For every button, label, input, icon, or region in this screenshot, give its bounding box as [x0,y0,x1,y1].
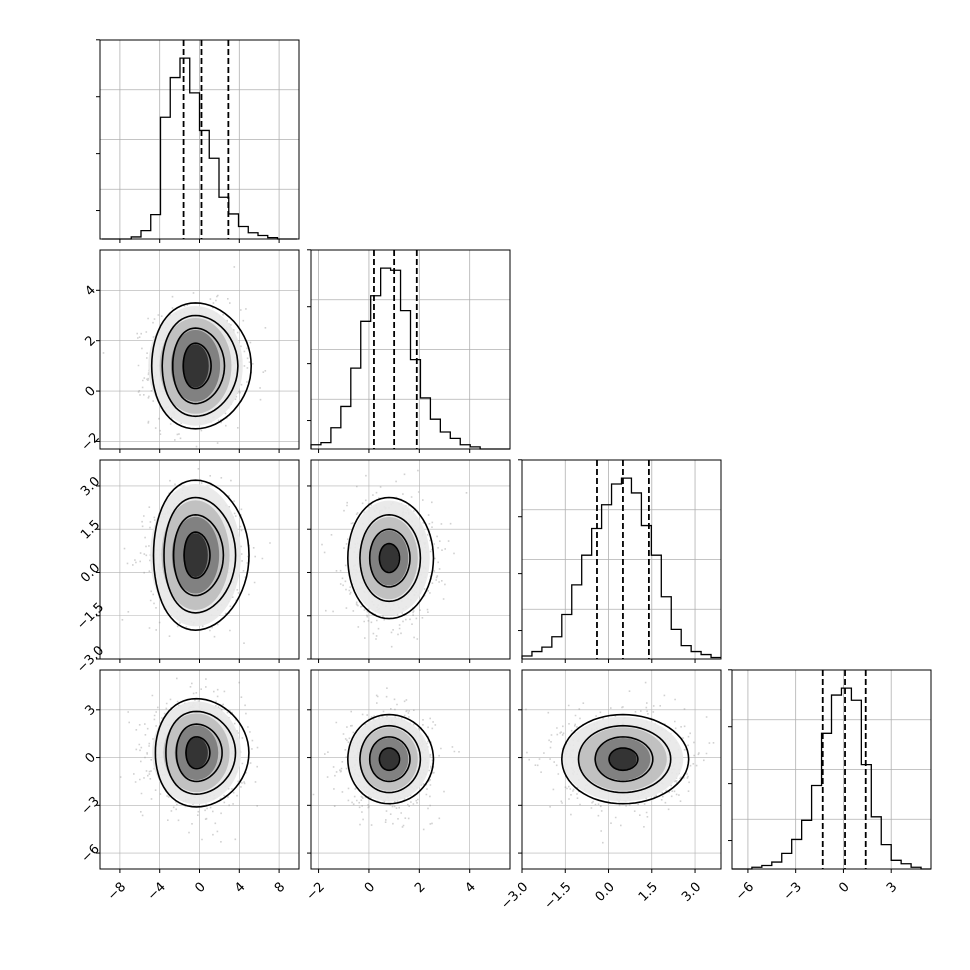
density-fill [185,737,208,768]
contour-line [368,736,411,783]
diagonal-panel-2 [307,249,511,453]
y-tick-label-p2: 0 [83,384,99,400]
histogram-4 [732,687,931,870]
contour-line [185,736,211,770]
joint-panel-4-1 [96,669,300,873]
x-tick-label-p2: 4 [462,880,478,896]
contour-line [594,736,654,783]
contour-line [577,724,672,794]
panel-frame [99,39,300,240]
y-tick-label-p4: −6 [79,842,103,866]
contour-line [359,513,422,603]
scatter-cloud [119,677,259,843]
joint-panel-2-1 [96,249,300,453]
joint-panel-3-1 [96,459,300,663]
x-tick-label-p2: −2 [304,880,328,904]
y-tick-label-p2: 2 [83,333,99,349]
contour-line [172,327,226,405]
contour-line [378,747,401,772]
contour-line [152,479,250,632]
x-tick-label-p3: 3.0 [679,880,704,905]
x-tick-label-p1: 0 [192,880,208,896]
x-tick-label-p1: 4 [232,880,248,896]
y-tick-label-p4: −3 [79,794,103,818]
panel-frame [521,459,722,660]
contour-line [163,496,237,614]
x-tick-label-p1: 8 [272,880,288,896]
diagonal-panel-1 [96,39,300,243]
x-tick-label-p3: −1.5 [542,880,575,913]
contour-line [172,513,225,597]
density-fill [379,748,399,770]
y-tick-label-p3: −3.0 [74,643,107,676]
joint-panel-4-2 [307,669,511,873]
panel-frame [310,669,511,870]
panel-frame [99,459,300,660]
histogram-3 [521,477,721,659]
x-tick-label-p4: −6 [733,880,757,904]
diagonal-panel-4 [728,669,932,873]
panel-frame [310,459,511,660]
contour-line [165,710,237,796]
x-tick-label-p2: 2 [412,880,428,896]
x-tick-label-p3: −3.0 [498,880,531,913]
y-tick-label-p2: 4 [83,283,99,299]
contour-line [359,724,422,794]
contour-line [154,697,250,808]
y-tick-label-p2: −2 [79,430,103,454]
contour-line [378,542,401,574]
density-fill [183,533,208,578]
x-tick-label-p3: 1.5 [636,880,661,905]
x-tick-label-p4: 3 [884,880,900,896]
panel-frame [99,669,300,870]
density-fill [182,344,209,388]
x-tick-label-p1: −4 [145,880,169,904]
joint-panel-4-3 [518,669,722,873]
histogram-1 [101,57,298,240]
y-tick-label-p4: 0 [83,750,99,766]
y-tick-label-p4: 3 [83,702,99,718]
contour-line [150,302,253,430]
panel-frame [310,249,511,450]
diagonal-panel-3 [518,459,722,663]
histogram-2 [310,267,510,450]
panel-frame [731,669,932,870]
contour-line [161,314,239,418]
density-fill [379,544,399,572]
y-tick-label-p3: −1.5 [74,600,107,633]
contour-line [346,713,435,805]
contour-line [560,713,690,805]
contour-line [346,496,435,620]
joint-panel-3-2 [307,459,511,663]
density-fill [609,748,637,770]
contour-line [175,723,223,783]
x-tick-label-p3: 0.0 [593,880,618,905]
contour-line [608,747,639,772]
panel-frame [521,669,722,870]
contour-line [183,531,211,580]
contour-line [368,528,411,588]
x-tick-label-p1: −8 [105,880,129,904]
panel-frame [99,249,300,450]
x-tick-label-p4: −3 [781,880,805,904]
x-tick-label-p2: 0 [362,880,378,896]
x-tick-label-p4: 0 [836,880,852,896]
contour-line [182,342,212,390]
